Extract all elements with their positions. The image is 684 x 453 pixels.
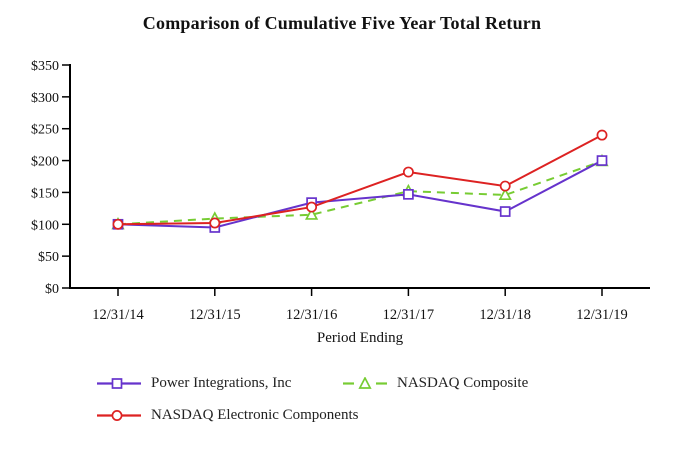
chart-title: Comparison of Cumulative Five Year Total… [142,13,542,33]
legend-label-nasdaq-electronic: NASDAQ Electronic Components [151,406,359,423]
x-tick-label: 12/31/15 [189,307,241,323]
legend-item-nasdaq-electronic: NASDAQ Electronic Components [97,403,358,427]
axis-lines [69,64,650,289]
marker-square-0-4 [499,206,511,217]
y-tick-label: $200 [31,155,59,170]
y-tick-label: $350 [31,59,59,74]
marker-circle-2-0 [112,218,124,230]
legend-sample-square-icon [97,377,141,389]
series-line-2 [117,134,603,226]
series-line-0 [117,159,603,229]
legend-label-power-integrations: Power Integrations, Inc [151,374,292,391]
marker-square-0-5 [596,155,608,166]
marker-circle-2-4 [499,180,511,192]
x-tick-label: 12/31/16 [286,307,338,323]
legend-sample-triangle-icon [343,376,387,389]
legend-sample-circle-icon [97,409,141,421]
legend-sample-shape [111,377,123,389]
marker-square-0-3 [403,188,414,200]
line-chart-plot: $0 $50 $100 $150 $200 $250 $300 $350 12/31/14 12/… [31,59,650,346]
y-tick-label: $250 [31,123,59,138]
legend-item-power-integrations: Power Integrations, Inc [97,371,291,395]
marker-circle-2-2 [306,201,318,213]
y-tick-label: $0 [45,282,59,297]
x-tick-label: 12/31/19 [576,307,628,323]
marker-triangle-1-2 [304,207,319,220]
x-tick-label: 12/31/18 [479,307,531,323]
legend-label-nasdaq-composite: NASDAQ Composite [397,374,529,391]
legend-item-nasdaq-composite: NASDAQ Composite [343,371,528,395]
x-axis-title: Period Ending [317,330,404,346]
y-tick-label: $100 [31,218,59,233]
legend-sample-shape [111,409,123,421]
series-line-1 [117,160,603,226]
y-tick-label: $300 [31,91,59,106]
x-tick-label: 12/31/14 [92,307,144,323]
y-tick-label: $50 [38,250,59,265]
x-tick-label: 12/31/17 [383,307,435,323]
legend-sample-shape [358,376,372,389]
marker-circle-2-1 [209,217,221,229]
marker-triangle-1-4 [498,187,512,201]
marker-circle-2-3 [402,166,414,178]
y-tick-label: $150 [31,186,59,201]
marker-circle-2-5 [596,129,608,141]
